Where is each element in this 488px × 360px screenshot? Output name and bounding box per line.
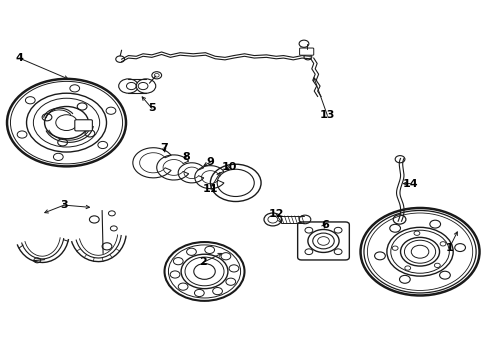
Text: 5: 5: [148, 103, 155, 113]
Text: 4: 4: [15, 53, 23, 63]
Text: 9: 9: [206, 157, 214, 167]
FancyBboxPatch shape: [75, 120, 92, 131]
Text: 13: 13: [319, 111, 334, 121]
Text: 14: 14: [402, 179, 417, 189]
Text: 8: 8: [182, 152, 189, 162]
Text: 7: 7: [160, 143, 167, 153]
Text: 11: 11: [202, 184, 218, 194]
FancyBboxPatch shape: [299, 48, 313, 55]
Text: 10: 10: [222, 162, 237, 172]
Circle shape: [136, 79, 156, 93]
Text: 3: 3: [60, 200, 68, 210]
Text: 6: 6: [320, 220, 328, 230]
Text: 1: 1: [445, 243, 452, 253]
Circle shape: [119, 79, 138, 93]
FancyBboxPatch shape: [297, 222, 348, 260]
Text: 12: 12: [268, 209, 284, 219]
Text: 2: 2: [199, 257, 206, 267]
